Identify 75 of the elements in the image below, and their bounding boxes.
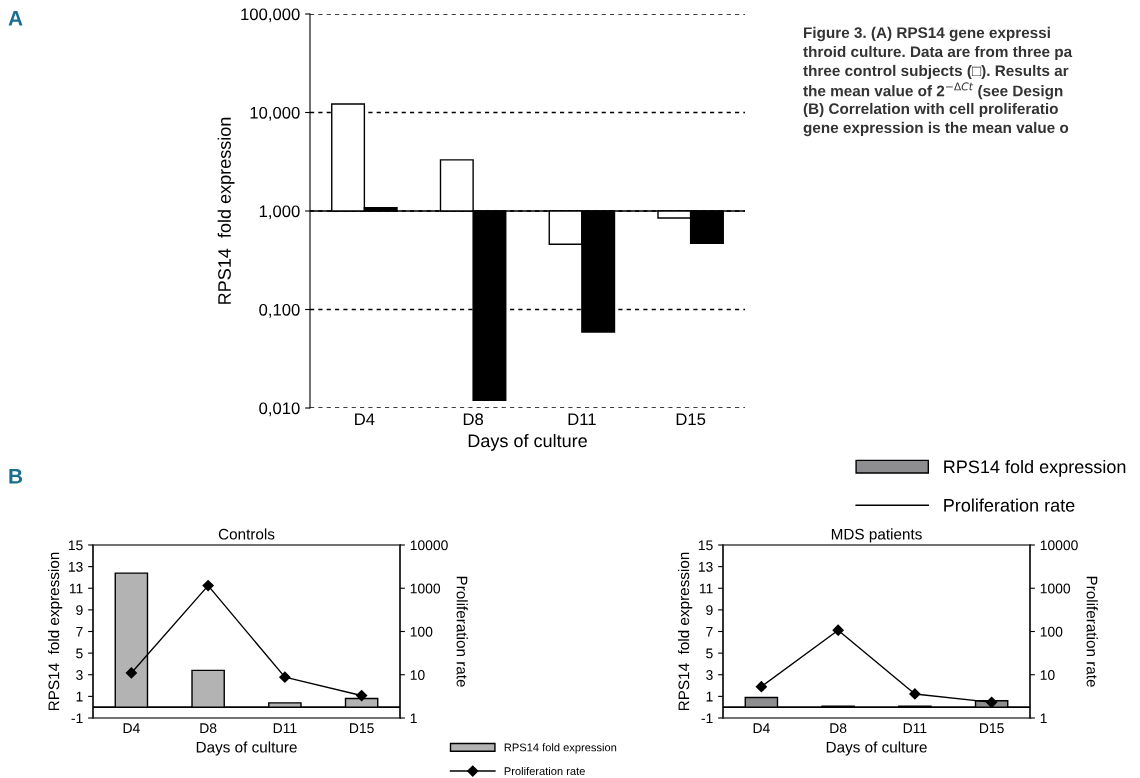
x-tick-label: D8 [830, 723, 847, 734]
text: three control subjects (□). Results ar [803, 64, 1069, 80]
y-axis-title: RPS14 fold expression [48, 552, 63, 711]
y2-tick-label: 100 [410, 626, 433, 637]
x-tick-label: D4 [753, 723, 770, 733]
text: the mean value of 2$^{−ΔCt}$ (see Design [803, 82, 1063, 100]
y-tick-label: -1 [701, 713, 713, 724]
y-tick-label: 11 [69, 583, 83, 594]
point [755, 681, 767, 693]
x-tick-label: D4 [355, 413, 375, 425]
y-tick-label: 9 [76, 605, 83, 616]
y-tick-label: 15 [698, 540, 713, 551]
x-tick-label: D15 [980, 723, 1004, 734]
y-tick-label: 15 [68, 540, 83, 551]
text: throid culture. Data are from three pa [803, 45, 1073, 61]
x-axis-title: Days of culture [826, 741, 927, 756]
y-tick-label: 13 [698, 561, 713, 572]
y-tick-label: 0,010 [259, 402, 300, 417]
point [279, 671, 291, 683]
y2-axis-title: Proliferation rate [1086, 576, 1098, 687]
legend-label: Proliferation rate [504, 766, 585, 776]
y-tick-label: 7 [706, 626, 713, 637]
y-tick-label: 9 [706, 605, 713, 616]
legend-label: Proliferation rate [944, 498, 1075, 512]
y-tick-label: 7 [76, 626, 83, 637]
y-tick-label: 3 [76, 670, 83, 680]
x-axis-title: Days of culture [196, 741, 297, 756]
y-tick-label: 13 [68, 561, 83, 572]
y-tick-label: 5 [76, 648, 83, 659]
y-axis-title: RPS14 fold expression [217, 117, 235, 304]
legend-label: RPS14 fold expression [504, 743, 617, 754]
y2-tick-label: 10 [1040, 670, 1055, 680]
text: (B) Correlation with cell proliferatio [803, 102, 1058, 118]
y-tick-label: 3 [706, 670, 713, 680]
point [832, 624, 844, 636]
x-tick-label: D4 [123, 723, 140, 733]
caption: Figure 3. (A) RPS14 gene expressi [804, 26, 1050, 42]
text: gene expression is the mean value o [803, 121, 1069, 137]
y2-tick-label: 10 [410, 670, 425, 680]
y-tick-label: -1 [71, 713, 83, 724]
y-tick-label: 5 [706, 648, 713, 659]
y2-tick-label: 1 [1040, 713, 1047, 724]
x-axis-title: Days of culture [468, 433, 587, 451]
y2-tick-label: 1 [410, 713, 417, 724]
point [986, 696, 998, 708]
text: A [8, 11, 23, 26]
x-tick-label: D8 [200, 723, 217, 734]
y2-tick-label: 1000 [410, 583, 441, 594]
x-tick-label: D8 [463, 413, 484, 426]
point [202, 580, 214, 592]
point [909, 688, 921, 700]
y-tick-label: 0,100 [259, 303, 300, 318]
y2-tick-label: 1000 [1040, 583, 1071, 594]
y2-tick-label: 10000 [1040, 540, 1078, 551]
point [356, 689, 368, 702]
point [125, 667, 137, 679]
y-tick-label: 10,000 [250, 106, 300, 121]
y-tick-label: 1 [76, 691, 83, 702]
text: B [9, 469, 23, 484]
chart-title: MDS patients [831, 528, 922, 543]
y2-axis-title: Proliferation rate [456, 576, 468, 687]
y2-tick-label: 100 [1040, 626, 1063, 637]
y2-tick-label: 10000 [410, 540, 448, 551]
y-tick-label: 11 [699, 583, 713, 594]
y-axis-title: RPS14 fold expression [678, 552, 693, 711]
x-tick-label: D15 [676, 413, 706, 426]
x-tick-label: D15 [350, 723, 374, 734]
x-tick-label: D11 [903, 723, 927, 733]
chart-title: Controls [218, 528, 275, 540]
x-tick-label: D11 [273, 723, 297, 733]
y-tick-label: 1 [706, 691, 713, 702]
y-tick-label: 1,000 [259, 205, 300, 220]
y-tick-label: 100,000 [241, 8, 300, 23]
legend-label: RPS14 fold expression [944, 459, 1126, 477]
x-tick-label: D11 [568, 413, 596, 425]
